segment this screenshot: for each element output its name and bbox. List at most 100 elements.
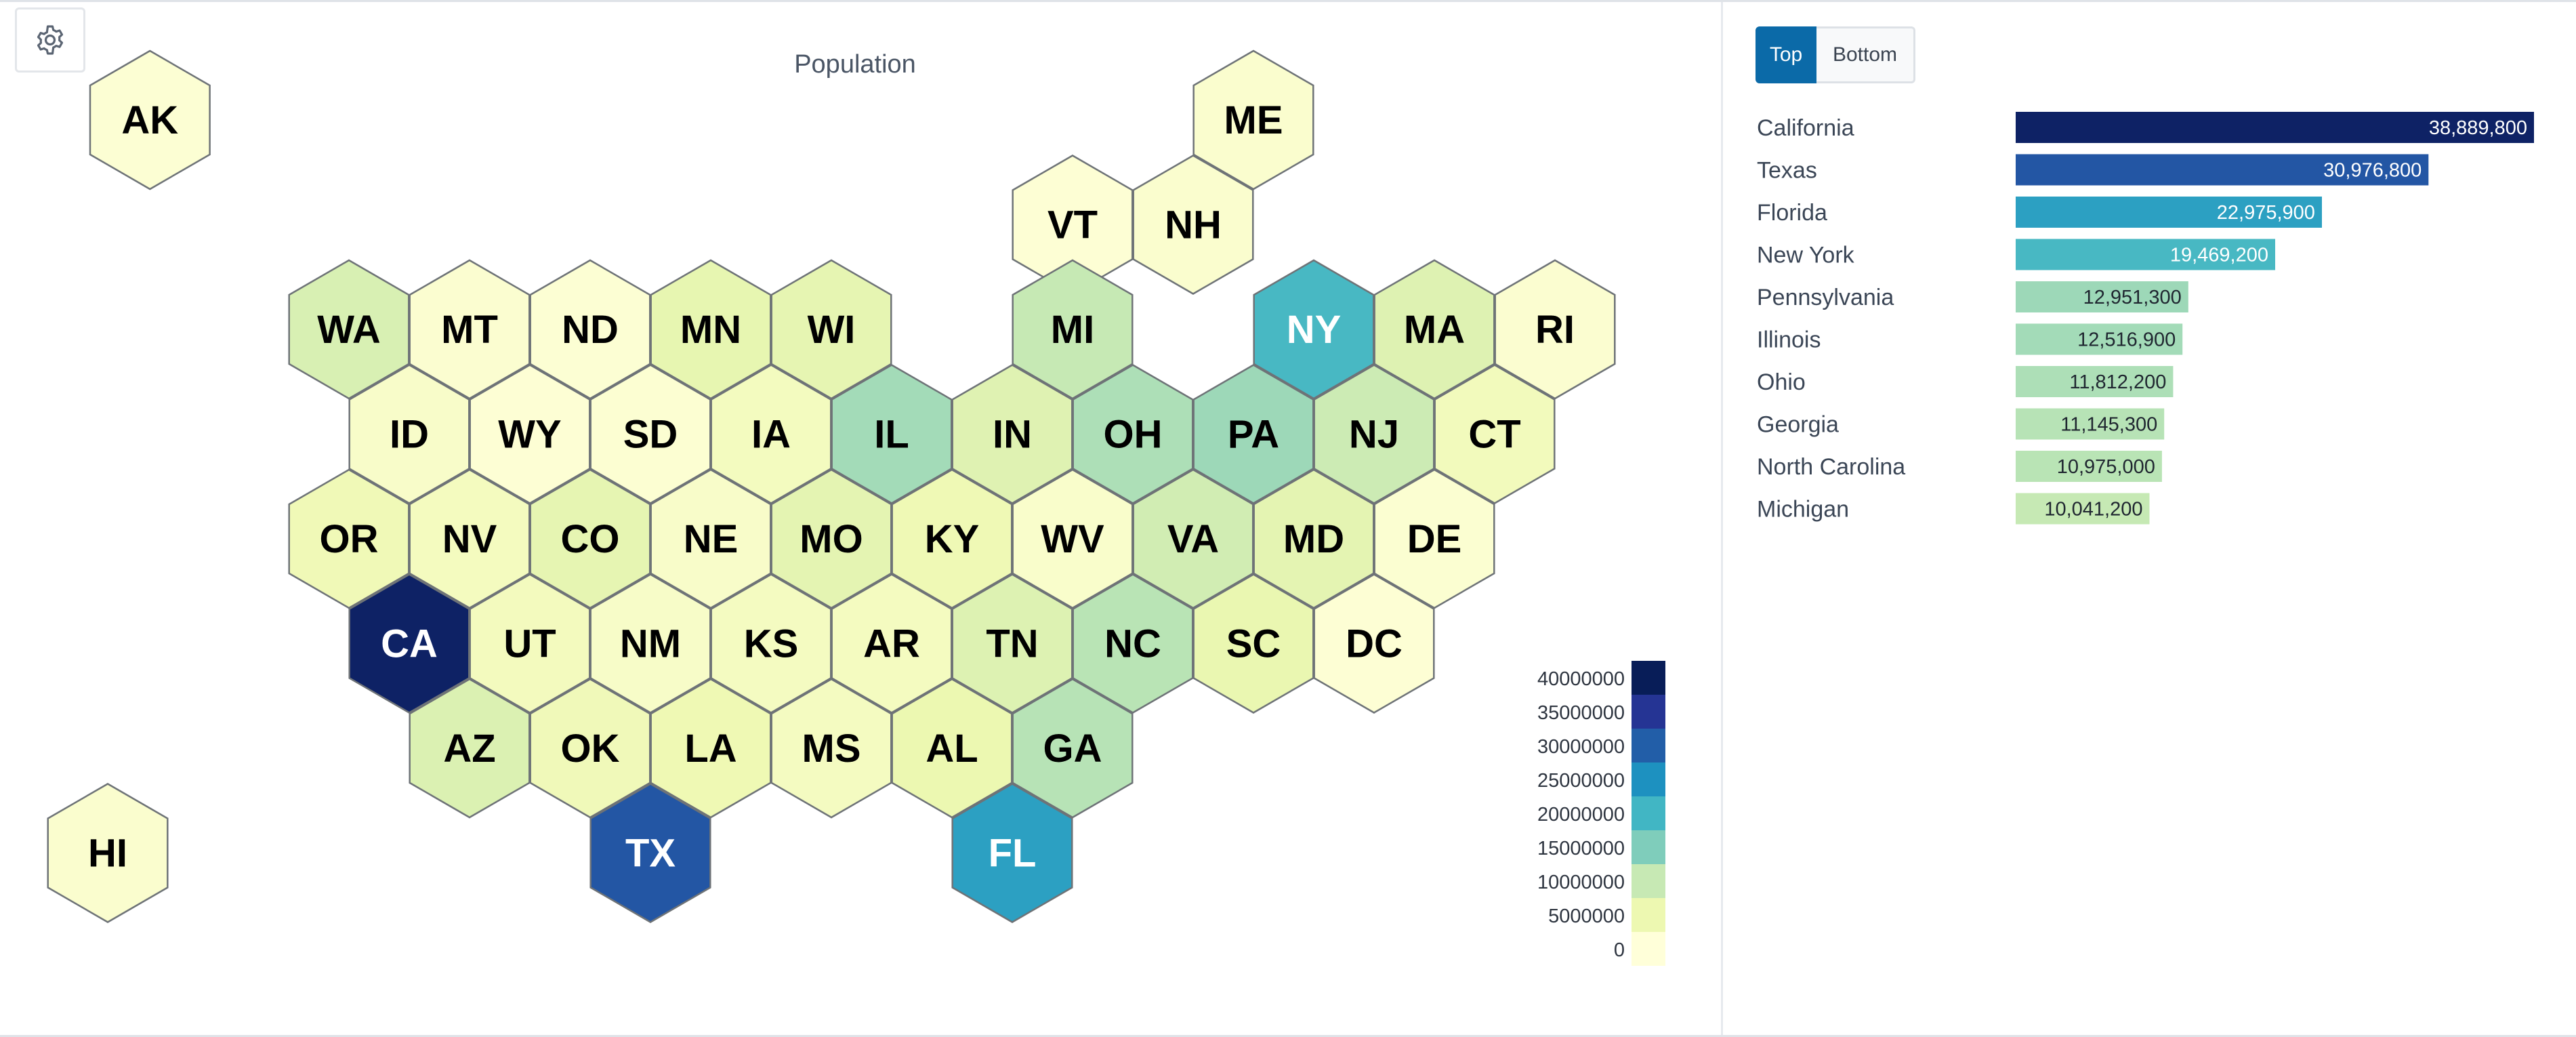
settings-button[interactable] (15, 7, 85, 73)
state-hex-ok[interactable]: OK (529, 678, 651, 819)
ranking-row[interactable]: Florida 22,975,900 (1757, 197, 2322, 228)
state-hex-pa[interactable]: PA (1192, 364, 1314, 504)
state-label: WY (498, 413, 561, 457)
state-hex-ia[interactable]: IA (710, 364, 832, 504)
state-label: AR (863, 622, 920, 666)
state-hex-id[interactable]: ID (348, 364, 470, 504)
state-label: RI (1535, 308, 1575, 352)
state-hex-ar[interactable]: AR (831, 573, 953, 714)
state-hex-sc[interactable]: SC (1192, 573, 1314, 714)
state-hex-shape (409, 259, 531, 400)
state-hex-shape (589, 783, 711, 923)
state-hex-ct[interactable]: CT (1434, 364, 1556, 504)
state-hex-ks[interactable]: KS (710, 573, 832, 714)
ranking-bar (2016, 323, 2183, 355)
state-hex-shape (1192, 49, 1314, 190)
state-hex-mi[interactable]: MI (1012, 259, 1134, 400)
state-label: CA (381, 622, 438, 666)
state-label: DE (1407, 517, 1462, 561)
state-hex-mt[interactable]: MT (409, 259, 531, 400)
ranking-row[interactable]: Michigan 10,041,200 (1757, 493, 2150, 525)
ranking-value-label: 22,975,900 (2217, 202, 2315, 224)
state-label: OR (320, 517, 379, 561)
state-hex-ga[interactable]: GA (1012, 678, 1134, 819)
ranking-category-label: Georgia (1757, 412, 1839, 438)
state-hex-mo[interactable]: MO (770, 468, 892, 609)
state-hex-shape (891, 678, 1013, 819)
state-hex-tn[interactable]: TN (951, 573, 1073, 714)
ranking-category-label: Florida (1757, 200, 1827, 226)
state-hex-wv[interactable]: WV (1012, 468, 1134, 609)
state-hex-ri[interactable]: RI (1494, 259, 1616, 400)
state-hex-sd[interactable]: SD (589, 364, 711, 504)
state-hex-wy[interactable]: WY (469, 364, 591, 504)
state-hex-ma[interactable]: MA (1373, 259, 1495, 400)
state-hex-wa[interactable]: WA (288, 259, 410, 400)
ranking-bar (2016, 281, 2188, 312)
state-hex-vt[interactable]: VT (1012, 155, 1134, 295)
state-hex-shape (1012, 468, 1134, 609)
state-hex-shape (89, 49, 211, 190)
ranking-row[interactable]: Texas 30,976,800 (1757, 154, 2429, 186)
ranking-row[interactable]: Illinois 12,516,900 (1757, 323, 2183, 355)
state-hex-ne[interactable]: NE (650, 468, 772, 609)
state-hex-md[interactable]: MD (1253, 468, 1375, 609)
state-hex-ca[interactable]: CA (348, 573, 470, 714)
state-hex-la[interactable]: LA (650, 678, 772, 819)
toggle-top-button[interactable]: Top (1756, 26, 1816, 83)
state-hex-tx[interactable]: TX (589, 783, 711, 923)
state-hex-nd[interactable]: ND (529, 259, 651, 400)
state-hex-ak[interactable]: AK (89, 49, 211, 190)
state-hex-shape (650, 259, 772, 400)
state-hex-il[interactable]: IL (831, 364, 953, 504)
state-label: CO (561, 517, 620, 561)
state-hex-de[interactable]: DE (1373, 468, 1495, 609)
state-hex-co[interactable]: CO (529, 468, 651, 609)
state-hex-az[interactable]: AZ (409, 678, 531, 819)
ranking-bar-chart: California 38,889,800 Texas 30,976,800 Flori… (1757, 112, 2534, 525)
legend-swatch (1632, 796, 1665, 830)
state-hex-hi[interactable]: HI (47, 783, 169, 923)
state-hex-dc[interactable]: DC (1313, 573, 1435, 714)
gear-icon (37, 25, 64, 55)
ranking-row[interactable]: Pennsylvania 12,951,300 (1757, 281, 2188, 312)
state-hex-shape (1434, 364, 1556, 504)
ranking-row[interactable]: Ohio 11,812,200 (1757, 366, 2174, 397)
state-hex-nc[interactable]: NC (1072, 573, 1194, 714)
state-hex-oh[interactable]: OH (1072, 364, 1194, 504)
ranking-row[interactable]: North Carolina 10,975,000 (1757, 451, 2162, 482)
state-label: IL (874, 413, 909, 457)
ranking-row[interactable]: New York 19,469,200 (1757, 239, 2275, 270)
ranking-row[interactable]: Georgia 11,145,300 (1757, 408, 2165, 440)
state-hex-ny[interactable]: NY (1253, 259, 1375, 400)
state-hex-ut[interactable]: UT (469, 573, 591, 714)
ranking-bar (2016, 408, 2165, 440)
state-hex-ky[interactable]: KY (891, 468, 1013, 609)
hex-map: Population AK ME VT NH WA MT ND MN WI MI NY MA RI ID W… (47, 49, 1665, 966)
state-hex-me[interactable]: ME (1192, 49, 1314, 190)
state-hex-shape (1072, 573, 1194, 714)
state-hex-nv[interactable]: NV (409, 468, 531, 609)
state-hex-or[interactable]: OR (288, 468, 410, 609)
state-label: NY (1287, 308, 1342, 352)
state-hex-shape (951, 573, 1073, 714)
state-hex-shape (288, 468, 410, 609)
state-hex-nh[interactable]: NH (1132, 155, 1254, 295)
state-hex-wi[interactable]: WI (770, 259, 892, 400)
toggle-bottom-button[interactable]: Bottom (1816, 26, 1915, 83)
state-hex-nm[interactable]: NM (589, 573, 711, 714)
ranking-category-label: California (1757, 115, 1854, 141)
state-hex-ms[interactable]: MS (770, 678, 892, 819)
ranking-value-label: 11,812,200 (2069, 371, 2166, 393)
state-hex-al[interactable]: AL (891, 678, 1013, 819)
state-hex-fl[interactable]: FL (951, 783, 1073, 923)
ranking-row[interactable]: California 38,889,800 (1757, 112, 2534, 143)
state-hex-nj[interactable]: NJ (1313, 364, 1435, 504)
state-hex-mn[interactable]: MN (650, 259, 772, 400)
state-hex-in[interactable]: IN (951, 364, 1073, 504)
state-label: AK (121, 98, 178, 142)
panel-divider (1721, 2, 1723, 1035)
legend-label: 5000000 (1548, 906, 1625, 927)
state-hex-va[interactable]: VA (1132, 468, 1254, 609)
ranking-value-label: 19,469,200 (2170, 245, 2268, 266)
